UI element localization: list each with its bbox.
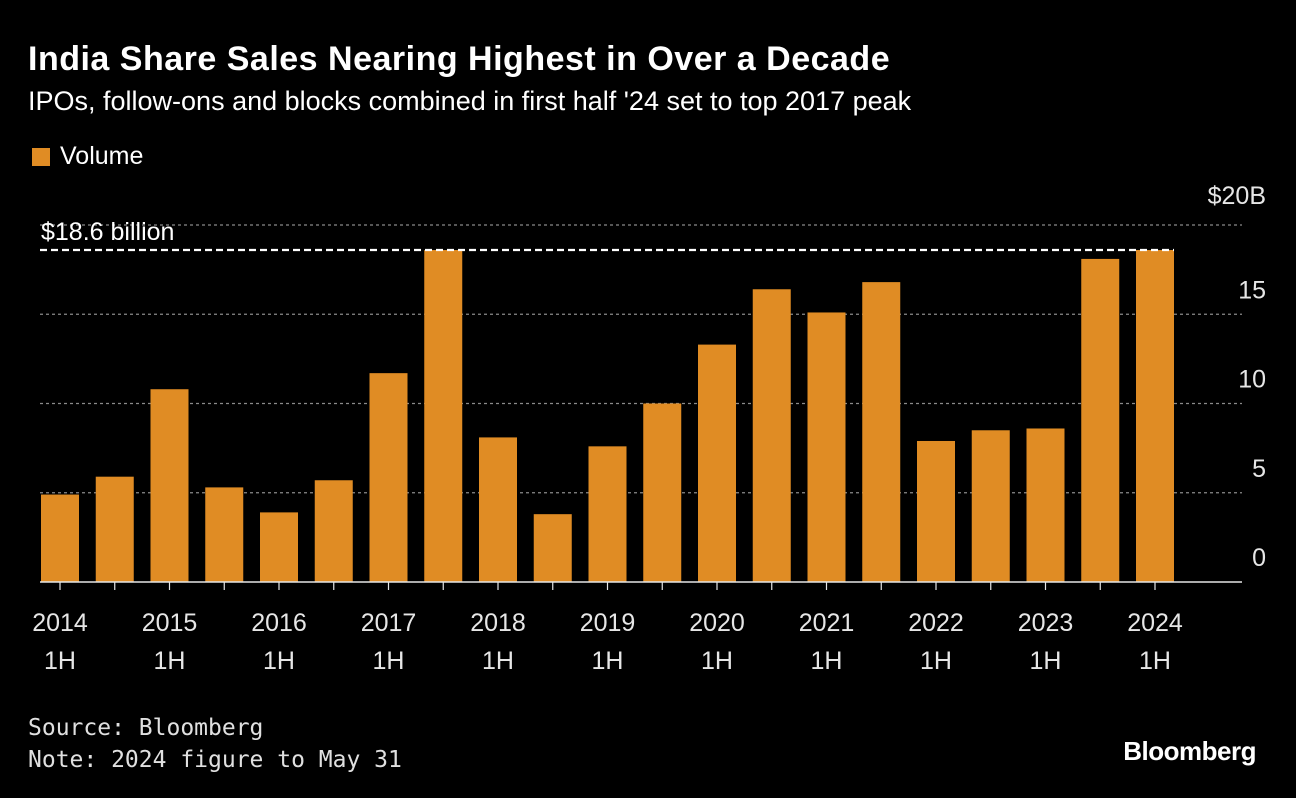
x-tick-year: 2020: [689, 609, 745, 637]
bar: [424, 249, 463, 583]
bar: [314, 480, 353, 582]
bar: [1081, 258, 1120, 582]
bloomberg-logo: Bloomberg: [1123, 736, 1256, 766]
x-tick-year: 2015: [142, 609, 198, 637]
bar: [533, 514, 572, 582]
x-tick-year: 2019: [580, 609, 636, 637]
bar: [807, 312, 846, 582]
x-tick-half: 1H: [373, 647, 405, 675]
bar: [260, 512, 298, 582]
bar: [917, 440, 955, 582]
y-tick-label: 10: [1238, 366, 1266, 394]
x-tick-half: 1H: [263, 647, 295, 675]
x-tick-half: 1H: [592, 647, 624, 675]
x-tick-half: 1H: [154, 647, 186, 675]
y-axis: 0 5 10 15 $20B: [1208, 182, 1266, 572]
bars: [41, 249, 1174, 583]
x-axis: [40, 581, 1242, 590]
bar: [369, 373, 408, 582]
bar: [205, 487, 244, 582]
x-tick-year: 2018: [470, 609, 526, 637]
y-tick-label: $20B: [1208, 182, 1266, 210]
footer: Source: Bloomberg Note: 2024 figure to M…: [28, 712, 402, 776]
bar: [1026, 428, 1065, 582]
y-tick-label: 5: [1252, 455, 1266, 483]
bar: [588, 446, 627, 582]
x-tick-year: 2022: [908, 609, 964, 637]
source-note: Source: Bloomberg: [28, 715, 264, 741]
legend: Volume: [32, 142, 143, 171]
x-tick-year: 2017: [361, 609, 417, 637]
peak-annotation: $18.6 billion: [40, 218, 1174, 252]
bar: [752, 289, 791, 582]
bar: [41, 494, 79, 582]
bar: [1136, 249, 1174, 583]
x-tick-half: 1H: [920, 647, 952, 675]
peak-label: $18.6 billion: [41, 218, 174, 246]
legend-swatch: [32, 147, 50, 166]
legend-label: Volume: [60, 142, 144, 170]
bar: [95, 476, 134, 582]
bar: [643, 403, 682, 582]
x-tick-half: 1H: [811, 647, 843, 675]
y-tick-label: 15: [1238, 276, 1266, 304]
bar: [150, 389, 189, 582]
bar: [862, 282, 901, 582]
x-tick-half: 1H: [1030, 647, 1062, 675]
x-tick-year: 2023: [1018, 609, 1074, 637]
chart-title: India Share Sales Nearing Highest in Ove…: [28, 40, 891, 78]
x-tick-year: 2021: [799, 609, 855, 637]
chart-subtitle: IPOs, follow-ons and blocks combined in …: [28, 86, 912, 116]
x-tick-year: 2014: [32, 609, 88, 637]
y-tick-label: 0: [1252, 544, 1266, 572]
x-tick-year: 2024: [1127, 609, 1183, 637]
bar: [971, 430, 1010, 582]
x-tick-year: 2016: [251, 609, 307, 637]
x-tick-half: 1H: [1139, 647, 1171, 675]
bar: [479, 437, 517, 582]
x-tick-half: 1H: [701, 647, 733, 675]
x-tick-labels: 2014 1H 2015 1H 2016 1H 2017 1H 2018 1H 2019 1H 2020…: [32, 609, 1183, 675]
footnote: Note: 2024 figure to May 31: [28, 747, 402, 773]
bar: [698, 344, 736, 582]
x-tick-half: 1H: [44, 647, 76, 675]
x-tick-half: 1H: [482, 647, 514, 675]
